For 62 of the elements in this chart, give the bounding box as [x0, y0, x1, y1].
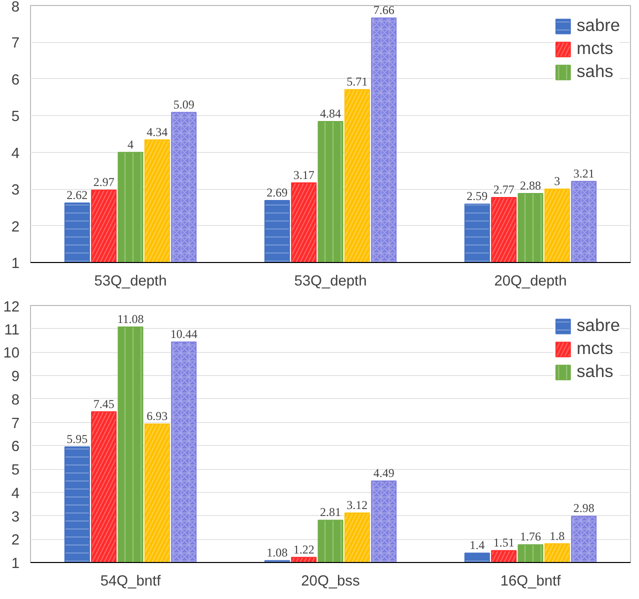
- x-tick-label: 54Q_bntf: [100, 574, 162, 590]
- y-tick-label: 4: [11, 486, 20, 502]
- data-label: 1.08: [266, 546, 288, 560]
- data-label: 1.51: [493, 536, 514, 550]
- data-label: 7.66: [373, 2, 394, 17]
- data-label: 4.34: [146, 124, 168, 139]
- data-label: 4: [128, 137, 134, 152]
- data-label: 2.59: [466, 189, 488, 204]
- y-tick-label: 9: [11, 369, 20, 386]
- data-label: 5.95: [66, 432, 88, 446]
- data-label: 10.44: [170, 326, 198, 341]
- y-tick-label: 8: [11, 392, 20, 408]
- y-tick-label: 1: [11, 256, 20, 272]
- data-label: 5.09: [173, 97, 194, 112]
- data-label: 2.77: [493, 182, 514, 197]
- x-tick-label: 53Q_depth: [94, 274, 167, 290]
- data-label: 7.45: [93, 396, 114, 411]
- y-tick-label: 8: [11, 0, 20, 16]
- y-tick-label: 10: [3, 346, 20, 362]
- y-tick-label: 2: [11, 532, 20, 549]
- data-label: 1.4: [470, 538, 485, 552]
- data-label: 3: [554, 174, 560, 188]
- y-tick-label: 11: [4, 322, 20, 338]
- legend-label: sahs: [576, 361, 614, 382]
- y-tick-label: 3: [11, 182, 20, 199]
- legend-label: sahs: [576, 61, 614, 82]
- y-tick-label: 3: [11, 509, 20, 526]
- data-label: 2.69: [266, 185, 288, 200]
- data-label: 1.22: [293, 542, 314, 556]
- data-label: 2.81: [320, 505, 341, 520]
- data-label: 4.49: [373, 466, 394, 480]
- y-tick-label: 12: [3, 300, 20, 316]
- data-label: 2.98: [573, 501, 594, 516]
- data-label: 3.17: [293, 168, 314, 182]
- y-tick-label: 2: [11, 219, 20, 236]
- data-label: 2.62: [66, 188, 88, 202]
- y-tick-label: 5: [11, 462, 20, 479]
- x-tick-label: 20Q_bss: [301, 574, 360, 590]
- legend-label: sabre: [576, 15, 620, 36]
- data-label: 3.21: [573, 166, 594, 180]
- y-tick-label: 4: [11, 146, 20, 162]
- x-tick-label: 53Q_depth: [294, 274, 367, 290]
- data-label: 4.84: [320, 106, 341, 121]
- data-label: 3.12: [346, 498, 368, 512]
- y-tick-label: 6: [11, 72, 20, 88]
- data-label: 11.08: [117, 312, 144, 326]
- y-tick-label: 5: [11, 109, 20, 126]
- x-tick-label: 16Q_bntf: [500, 574, 562, 590]
- data-label: 2.97: [93, 175, 114, 190]
- data-label: 6.93: [146, 408, 168, 423]
- data-label: 5.71: [346, 74, 368, 89]
- y-tick-label: 7: [11, 36, 20, 52]
- data-label: 1.76: [520, 530, 541, 544]
- legend-label: mcts: [576, 38, 614, 59]
- x-tick-label: 20Q_depth: [494, 274, 567, 290]
- data-label: 2.88: [520, 178, 541, 192]
- legend-label: sabre: [576, 315, 620, 336]
- y-tick-label: 1: [11, 556, 20, 572]
- data-label: 1.8: [550, 528, 565, 543]
- y-tick-label: 7: [11, 416, 20, 432]
- y-tick-label: 6: [11, 439, 20, 456]
- legend-label: mcts: [576, 338, 614, 359]
